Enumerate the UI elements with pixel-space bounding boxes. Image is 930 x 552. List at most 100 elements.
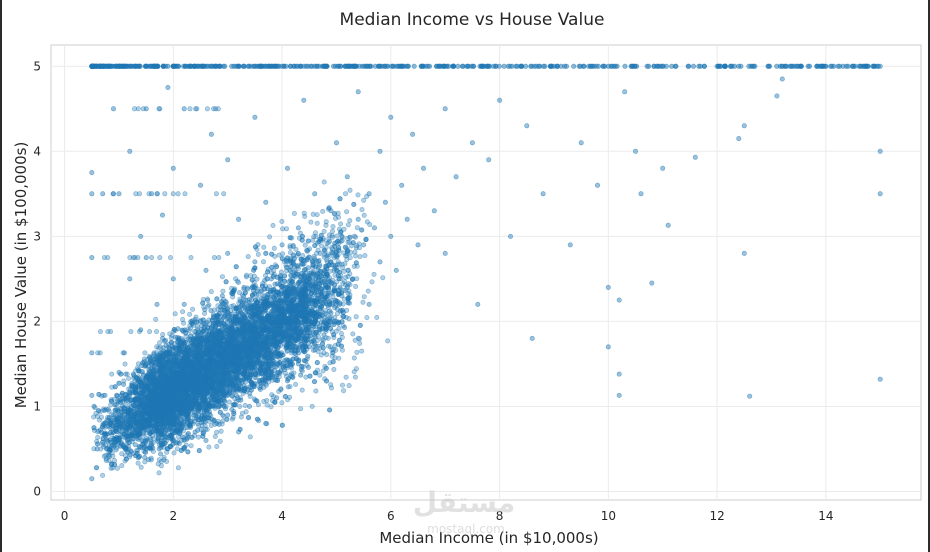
data-point (355, 192, 361, 198)
data-point (363, 237, 369, 243)
data-point (306, 254, 312, 260)
data-point (188, 443, 194, 449)
data-point (112, 402, 118, 408)
data-point (255, 251, 261, 257)
data-point (287, 245, 293, 251)
data-point (310, 211, 316, 217)
data-point (100, 435, 106, 441)
data-point (100, 439, 106, 445)
data-point (323, 365, 329, 371)
data-point (303, 374, 309, 380)
data-point (118, 399, 124, 405)
data-point (190, 306, 196, 312)
data-point (327, 238, 333, 244)
data-point (340, 280, 346, 286)
data-point (264, 402, 270, 408)
data-point (334, 298, 340, 304)
data-point (338, 221, 344, 227)
data-point (335, 214, 341, 220)
data-point (282, 273, 288, 279)
data-point (214, 443, 220, 449)
data-point (337, 196, 343, 202)
data-point (351, 355, 357, 361)
data-point (341, 314, 347, 320)
data-point (270, 223, 276, 229)
data-point (324, 257, 330, 263)
data-point (314, 220, 320, 226)
data-point (236, 279, 242, 285)
data-point (360, 299, 366, 305)
data-point (357, 254, 363, 260)
data-point (208, 289, 214, 295)
data-point (293, 246, 299, 252)
data-point (126, 375, 132, 381)
data-point (347, 218, 353, 224)
data-point (156, 470, 162, 476)
data-point (185, 431, 191, 437)
data-point (298, 406, 304, 412)
data-point (332, 243, 338, 249)
data-point (304, 247, 310, 253)
data-point (320, 345, 326, 351)
data-point (100, 472, 106, 478)
data-point (267, 234, 273, 240)
data-point (127, 452, 133, 458)
data-point (339, 261, 345, 267)
data-point (338, 330, 344, 336)
data-point (242, 402, 248, 408)
data-point (220, 288, 226, 294)
data-point (106, 415, 112, 421)
data-point (315, 264, 321, 270)
data-point (353, 366, 359, 372)
data-point (341, 388, 347, 394)
data-point (181, 320, 187, 326)
data-point (171, 450, 177, 456)
data-point (330, 359, 336, 365)
data-point (244, 272, 250, 278)
data-point (309, 403, 315, 409)
data-point (369, 279, 375, 285)
data-point (380, 275, 386, 281)
data-point (206, 444, 212, 450)
data-point (265, 269, 271, 275)
data-point (356, 336, 362, 342)
data-point (327, 268, 333, 274)
data-point (269, 264, 275, 270)
data-point (291, 211, 297, 217)
data-point (331, 332, 337, 338)
data-point (332, 282, 338, 288)
data-point (283, 226, 289, 232)
data-point (300, 257, 306, 263)
data-point (95, 429, 101, 435)
data-point (237, 290, 243, 296)
data-point (196, 434, 202, 440)
data-point (339, 347, 345, 353)
data-point (104, 406, 110, 412)
data-point (353, 234, 359, 240)
data-point (347, 234, 353, 240)
data-point (224, 416, 230, 422)
data-point (295, 251, 301, 257)
data-point (329, 228, 335, 234)
data-point (217, 409, 223, 415)
data-point (175, 465, 181, 471)
data-point (269, 251, 275, 257)
data-point (242, 302, 248, 308)
data-point (353, 314, 359, 320)
data-point (205, 297, 211, 303)
data-point (100, 424, 106, 430)
data-point (327, 325, 333, 331)
data-point (299, 387, 305, 393)
data-point (127, 390, 133, 396)
data-point (307, 373, 313, 379)
data-point (119, 463, 125, 469)
data-point (271, 245, 277, 251)
data-point (187, 311, 193, 317)
data-point (328, 385, 334, 391)
data-point (112, 442, 118, 448)
data-point (334, 233, 340, 239)
data-point (219, 274, 225, 280)
data-point (189, 434, 195, 440)
